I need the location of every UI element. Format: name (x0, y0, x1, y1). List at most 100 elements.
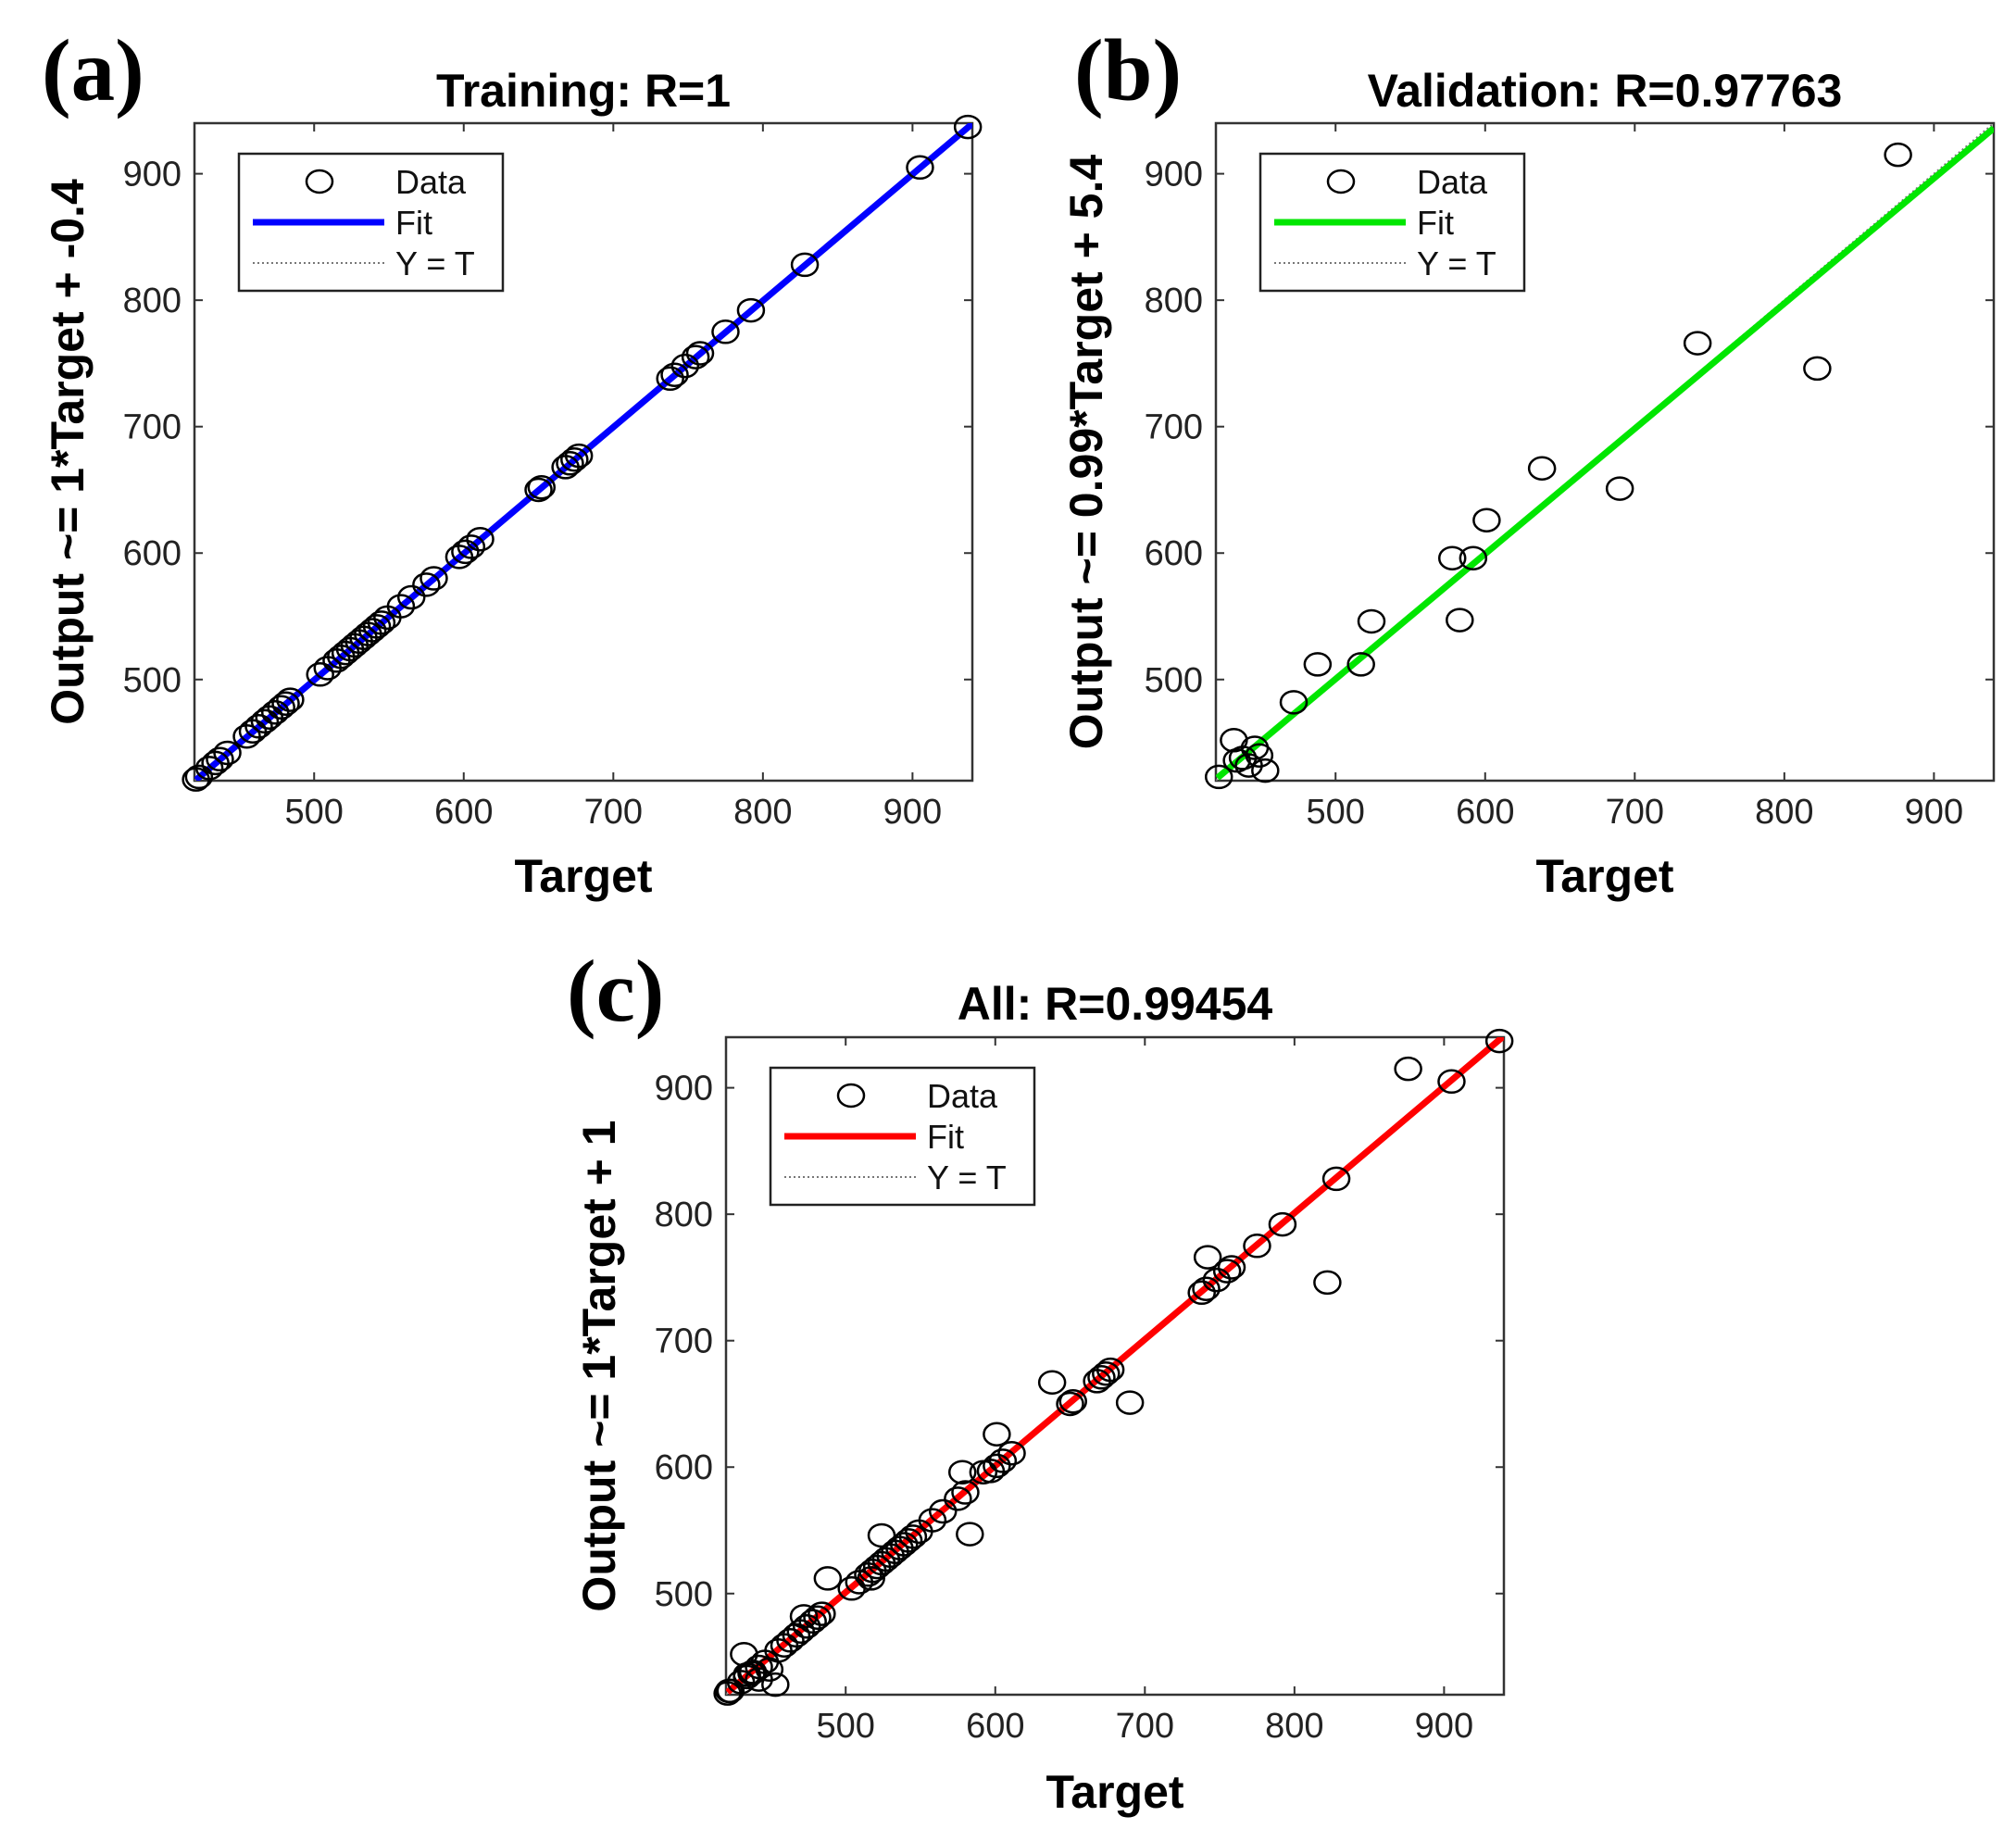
legend-entry-label: Data (395, 163, 467, 201)
data-point (660, 362, 689, 387)
data-point (1303, 652, 1333, 677)
legend-entry-label: Fit (927, 1118, 964, 1156)
data-point (1187, 1280, 1216, 1306)
x-tick-label: 900 (1905, 793, 1963, 832)
data-point (951, 1480, 980, 1505)
data-point (194, 756, 224, 781)
panel-label: (c) (567, 942, 664, 1040)
data-point (988, 1448, 1018, 1473)
data-point (711, 319, 740, 345)
y-axis-label: Output ~= 0.99*Target + 5.4 (1060, 155, 1112, 750)
x-tick-label: 800 (733, 793, 792, 832)
x-tick-label: 900 (1415, 1707, 1473, 1746)
data-point (1394, 1056, 1422, 1082)
data-point (1037, 1370, 1067, 1395)
y-tick-label: 800 (655, 1196, 713, 1234)
data-point (1268, 1211, 1297, 1237)
legend-data-marker (305, 169, 334, 194)
data-point (367, 610, 396, 635)
x-tick-label: 600 (966, 1707, 1024, 1746)
data-point (656, 366, 684, 392)
data-point (983, 1453, 1011, 1479)
data-point (1192, 1276, 1221, 1301)
data-point (1279, 690, 1309, 715)
data-point (260, 700, 290, 725)
data-point (983, 1422, 1011, 1447)
data-point (894, 1528, 923, 1553)
y-tick-label: 900 (1145, 156, 1203, 194)
data-point (276, 687, 305, 712)
data-point (681, 345, 710, 370)
data-point (527, 474, 557, 500)
data-point (857, 1566, 885, 1591)
chart-title: Validation: R=0.97763 (1368, 65, 1843, 117)
y-axis-label: Output ~= 1*Target + 1 (573, 1120, 625, 1611)
data-point (306, 662, 334, 687)
data-point (244, 714, 273, 739)
legend-entry-label: Fit (1417, 204, 1454, 242)
data-point (761, 1672, 790, 1697)
data-point (451, 539, 480, 565)
y-tick-label: 500 (1145, 661, 1203, 700)
y-tick-label: 600 (123, 534, 182, 573)
data-point (1459, 545, 1488, 570)
data-point (969, 1459, 998, 1484)
data-point (685, 341, 715, 366)
data-point (213, 740, 242, 766)
data-point (898, 1524, 928, 1549)
data-point (357, 618, 387, 643)
x-tick-label: 700 (584, 793, 643, 832)
fit-line (1216, 125, 1994, 781)
y-tick-label: 600 (1145, 534, 1203, 573)
x-tick-label: 900 (883, 793, 942, 832)
data-point (1204, 764, 1233, 790)
data-point (1202, 1267, 1232, 1293)
data-point (1884, 142, 1912, 168)
legend-entry-label: Fit (395, 204, 432, 242)
x-tick-label: 700 (1606, 793, 1664, 832)
data-point (1243, 1234, 1271, 1259)
data-point (790, 252, 820, 278)
data-point (1087, 1365, 1116, 1390)
data-point (1321, 1166, 1351, 1192)
data-point (1605, 476, 1634, 501)
data-point (1212, 1259, 1242, 1284)
x-tick-label: 800 (1755, 793, 1813, 832)
data-point (1437, 545, 1467, 570)
data-point (808, 1601, 836, 1626)
y-tick-label: 700 (655, 1322, 713, 1361)
legend-entry-label: Data (1417, 163, 1488, 201)
data-point (1484, 1028, 1514, 1054)
data-point (412, 572, 441, 597)
y-axis-label: Output ~= 1*Target + -0.4 (42, 179, 94, 725)
data-point (1437, 1069, 1466, 1095)
legend-data-marker (1326, 169, 1356, 194)
y-tick-label: 700 (1145, 408, 1203, 447)
data-point (1115, 1390, 1145, 1415)
data-point (1683, 331, 1712, 356)
x-tick-label: 500 (285, 793, 344, 832)
data-point (524, 477, 553, 503)
data-point (560, 446, 589, 472)
x-tick-label: 700 (1116, 1707, 1174, 1746)
data-point (362, 614, 392, 639)
y-tick-label: 500 (123, 661, 182, 700)
data-point (798, 1609, 827, 1635)
data-point (1346, 652, 1375, 677)
data-point (1472, 507, 1501, 532)
y-tick-label: 600 (655, 1448, 713, 1487)
data-point (1446, 608, 1474, 633)
chart-title: Training: R=1 (436, 65, 731, 117)
data-point (918, 1508, 947, 1533)
data-point (1251, 758, 1280, 783)
data-point (1092, 1360, 1121, 1386)
data-point (466, 526, 495, 552)
data-point (184, 764, 214, 790)
data-point (789, 1604, 819, 1629)
legend-entry-label: Y = T (927, 1159, 1007, 1196)
data-point (1313, 1270, 1342, 1296)
data-point (419, 566, 448, 591)
data-point (1193, 1245, 1222, 1270)
